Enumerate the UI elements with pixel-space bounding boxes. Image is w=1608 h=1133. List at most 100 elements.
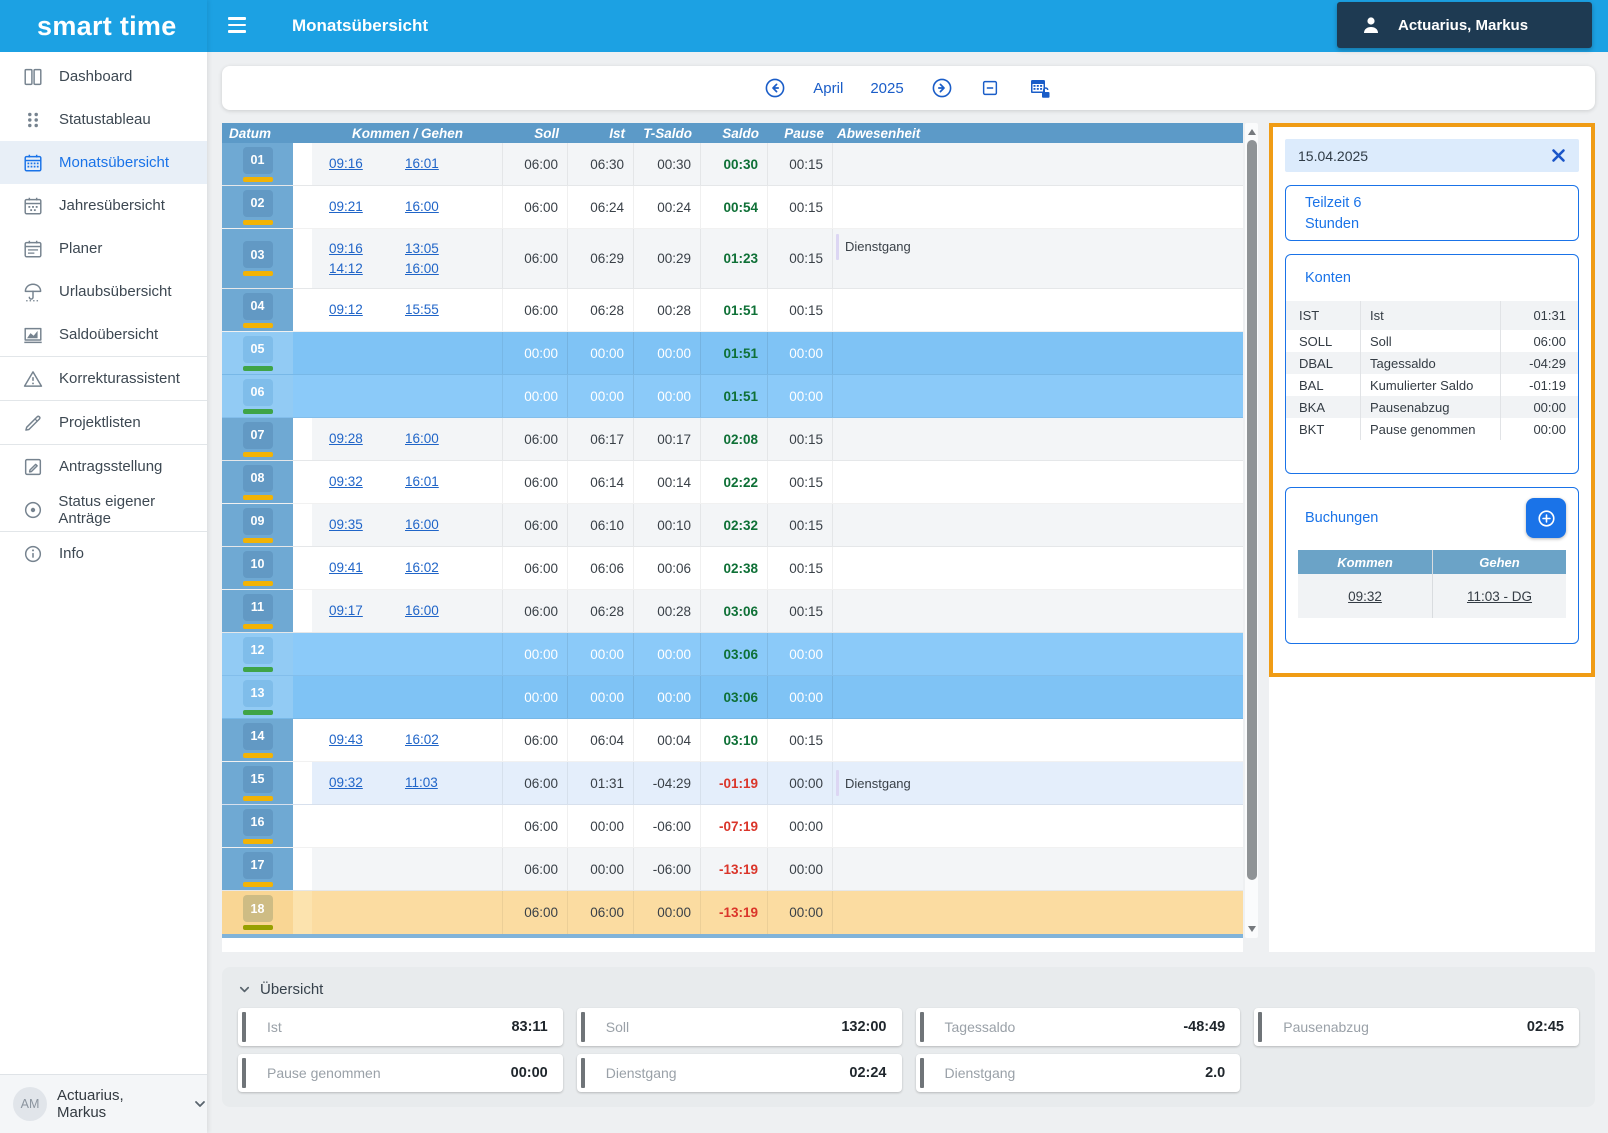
table-row-day-11[interactable]: 11 09:17 16:00 06:00 06:28 00:28 03:06 00:15 — [222, 590, 1243, 633]
month-select[interactable]: April — [813, 79, 844, 97]
datum-cell[interactable]: 11 — [222, 590, 293, 632]
sidebar-item-antragsstellung[interactable]: Antragsstellung — [0, 445, 207, 488]
table-row-day-03[interactable]: 03 09:16 13:05 14:12 16:00 06:00 06:29 00:29 01:… — [222, 229, 1243, 289]
table-row-day-02[interactable]: 02 09:21 16:00 06:00 06:24 00:24 00:54 00:15 — [222, 186, 1243, 229]
table-row-day-13[interactable]: 13 00:00 00:00 00:00 03:06 00:00 — [222, 676, 1243, 719]
ist-cell: 00:00 — [568, 375, 634, 417]
sidebar-item-statustableau[interactable]: Statustableau — [0, 98, 207, 141]
gehen-link[interactable]: 11:03 — [405, 775, 438, 790]
gehen-link[interactable]: 16:02 — [405, 732, 439, 747]
collapse-all-icon[interactable] — [980, 78, 1000, 98]
table-row-day-15[interactable]: 15 09:32 11:03 06:00 01:31 -04:29 -01:19 00:00 D… — [222, 762, 1243, 805]
sidebar-item-planer[interactable]: Planer — [0, 227, 207, 270]
booking-kommen-link[interactable]: 09:32 — [1348, 588, 1382, 604]
sidebar-footer-user[interactable]: AM Actuarius, Markus — [0, 1074, 207, 1133]
sidebar-item-saldouebersicht[interactable]: Saldoübersicht — [0, 313, 207, 356]
absence-cell: Dienstgang — [833, 229, 1243, 288]
scroll-up-icon[interactable] — [1245, 126, 1258, 138]
kommen-link[interactable]: 09:28 — [329, 431, 363, 446]
close-icon[interactable] — [1550, 147, 1567, 164]
datum-cell[interactable]: 17 — [222, 848, 293, 890]
kommen-link[interactable]: 09:16 — [329, 156, 363, 171]
datum-cell[interactable]: 14 — [222, 719, 293, 761]
table-row-day-09[interactable]: 09 09:35 16:00 06:00 06:10 00:10 02:32 00:15 — [222, 504, 1243, 547]
kommen-link[interactable]: 09:35 — [329, 517, 363, 532]
table-scrollbar[interactable] — [1245, 123, 1258, 938]
datum-cell[interactable]: 09 — [222, 504, 293, 546]
gehen-link[interactable]: 16:00 — [405, 603, 439, 618]
datum-cell[interactable]: 04 — [222, 289, 293, 331]
next-month-icon[interactable] — [931, 77, 953, 99]
table-row-day-06[interactable]: 06 00:00 00:00 00:00 01:51 00:00 — [222, 375, 1243, 418]
kommen-link[interactable]: 09:43 — [329, 732, 363, 747]
kommen-link[interactable]: 09:16 — [329, 240, 363, 256]
datum-cell[interactable]: 03 — [222, 229, 293, 288]
sidebar-item-status-eigener-antraege[interactable]: Status eigener Anträge — [0, 488, 207, 531]
prev-month-icon[interactable] — [764, 77, 786, 99]
scrollbar-thumb[interactable] — [1246, 140, 1257, 880]
summary-header[interactable]: Übersicht — [238, 977, 1579, 1001]
topbar-user-chip[interactable]: Actuarius, Markus — [1337, 2, 1592, 48]
booking-line: 09:32 16:01 — [329, 473, 502, 491]
sidebar-item-urlaubsuebersicht[interactable]: Urlaubsübersicht — [0, 270, 207, 313]
konto-value: 00:00 — [1500, 396, 1578, 418]
table-row-day-12[interactable]: 12 00:00 00:00 00:00 03:06 00:00 — [222, 633, 1243, 676]
scroll-down-icon[interactable] — [1245, 923, 1258, 935]
sidebar-item-dashboard[interactable]: Dashboard — [0, 55, 207, 98]
detail-header: 15.04.2025 — [1285, 139, 1579, 172]
hamburger-menu-icon[interactable] — [228, 17, 246, 33]
datum-cell[interactable]: 07 — [222, 418, 293, 460]
sidebar-nav: Dashboard Statustableau Monatsübersicht Jah… — [0, 52, 207, 575]
datum-cell[interactable]: 06 — [222, 375, 293, 417]
sidebar-item-label: Planer — [59, 240, 103, 257]
gehen-link[interactable]: 16:01 — [405, 156, 439, 171]
gehen-link[interactable]: 16:00 — [405, 260, 439, 276]
table-row-day-18[interactable]: 18 06:00 06:00 00:00 -13:19 00:00 — [222, 891, 1243, 934]
table-row-day-17[interactable]: 17 06:00 00:00 -06:00 -13:19 00:00 — [222, 848, 1243, 891]
gehen-link[interactable]: 15:55 — [405, 302, 439, 317]
datum-cell[interactable]: 15 — [222, 762, 293, 804]
table-row-day-05[interactable]: 05 00:00 00:00 00:00 01:51 00:00 — [222, 332, 1243, 375]
gehen-link[interactable]: 16:00 — [405, 431, 439, 446]
calendar-lock-icon[interactable] — [1027, 75, 1053, 101]
datum-cell[interactable]: 16 — [222, 805, 293, 847]
kommen-link[interactable]: 09:12 — [329, 302, 363, 317]
kommen-link[interactable]: 09:17 — [329, 603, 363, 618]
datum-cell[interactable]: 10 — [222, 547, 293, 589]
col-header-ist: Ist — [609, 125, 625, 141]
gehen-link[interactable]: 16:00 — [405, 517, 439, 532]
kommen-link[interactable]: 09:32 — [329, 775, 363, 790]
add-booking-button[interactable] — [1526, 498, 1566, 538]
gehen-link[interactable]: 16:02 — [405, 560, 439, 575]
datum-cell[interactable]: 08 — [222, 461, 293, 503]
table-row-day-10[interactable]: 10 09:41 16:02 06:00 06:06 00:06 02:38 00:15 — [222, 547, 1243, 590]
sidebar-item-info[interactable]: Info — [0, 532, 207, 575]
sidebar-item-korrekturassistent[interactable]: Korrekturassistent — [0, 357, 207, 400]
datum-cell[interactable]: 12 — [222, 633, 293, 675]
chevron-down-icon[interactable] — [193, 1097, 207, 1111]
kommen-link[interactable]: 09:32 — [329, 474, 363, 489]
table-row-day-07[interactable]: 07 09:28 16:00 06:00 06:17 00:17 02:08 00:15 — [222, 418, 1243, 461]
kommen-link[interactable]: 09:41 — [329, 560, 363, 575]
kommen-link[interactable]: 14:12 — [329, 260, 363, 276]
gehen-link[interactable]: 16:00 — [405, 199, 439, 214]
table-row-day-08[interactable]: 08 09:32 16:01 06:00 06:14 00:14 02:22 00:15 — [222, 461, 1243, 504]
year-select[interactable]: 2025 — [870, 79, 904, 97]
sidebar-item-projektlisten[interactable]: Projektlisten — [0, 401, 207, 444]
kommen-link[interactable]: 09:21 — [329, 199, 363, 214]
absence-cell — [833, 143, 1243, 185]
datum-cell[interactable]: 02 — [222, 186, 293, 228]
gehen-link[interactable]: 16:01 — [405, 474, 439, 489]
gehen-link[interactable]: 13:05 — [405, 240, 439, 256]
datum-cell[interactable]: 05 — [222, 332, 293, 374]
table-row-day-14[interactable]: 14 09:43 16:02 06:00 06:04 00:04 03:10 00:15 — [222, 719, 1243, 762]
table-row-day-16[interactable]: 16 06:00 00:00 -06:00 -07:19 00:00 — [222, 805, 1243, 848]
datum-cell[interactable]: 13 — [222, 676, 293, 718]
sidebar-item-jahresuebersicht[interactable]: Jahresübersicht — [0, 184, 207, 227]
sidebar-item-monatsuebersicht[interactable]: Monatsübersicht — [0, 141, 207, 184]
booking-gehen-link[interactable]: 11:03 - DG — [1432, 574, 1566, 618]
datum-cell[interactable]: 18 — [222, 891, 293, 934]
datum-cell[interactable]: 01 — [222, 143, 293, 185]
table-row-day-01[interactable]: 01 09:16 16:01 06:00 06:30 00:30 00:30 00:15 — [222, 143, 1243, 186]
table-row-day-04[interactable]: 04 09:12 15:55 06:00 06:28 00:28 01:51 00:15 — [222, 289, 1243, 332]
